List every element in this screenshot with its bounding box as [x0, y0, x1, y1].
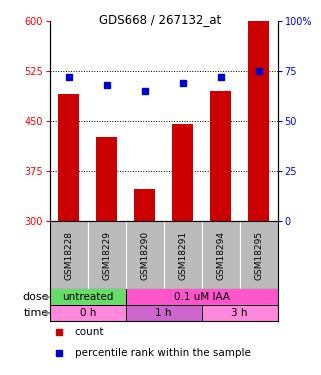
Text: GSM18295: GSM18295: [254, 231, 263, 280]
Bar: [96, 137, 117, 221]
Text: 0.1 uM IAA: 0.1 uM IAA: [174, 292, 230, 302]
Text: GSM18291: GSM18291: [178, 231, 187, 280]
Text: percentile rank within the sample: percentile rank within the sample: [75, 348, 251, 358]
Text: GSM18228: GSM18228: [64, 231, 73, 280]
Text: GSM18290: GSM18290: [140, 231, 149, 280]
Text: GDS668 / 267132_at: GDS668 / 267132_at: [100, 13, 221, 26]
Text: GSM18294: GSM18294: [216, 231, 225, 280]
Bar: [134, 189, 155, 221]
Bar: [210, 91, 231, 221]
Text: GSM18229: GSM18229: [102, 231, 111, 280]
Bar: [248, 21, 269, 221]
Text: dose: dose: [22, 292, 49, 302]
Text: untreated: untreated: [62, 292, 113, 302]
Text: count: count: [75, 327, 104, 337]
Text: 0 h: 0 h: [80, 308, 96, 318]
Text: time: time: [24, 308, 49, 318]
Text: 3 h: 3 h: [231, 308, 248, 318]
Bar: [58, 94, 79, 221]
Text: 1 h: 1 h: [155, 308, 172, 318]
Bar: [172, 124, 193, 221]
